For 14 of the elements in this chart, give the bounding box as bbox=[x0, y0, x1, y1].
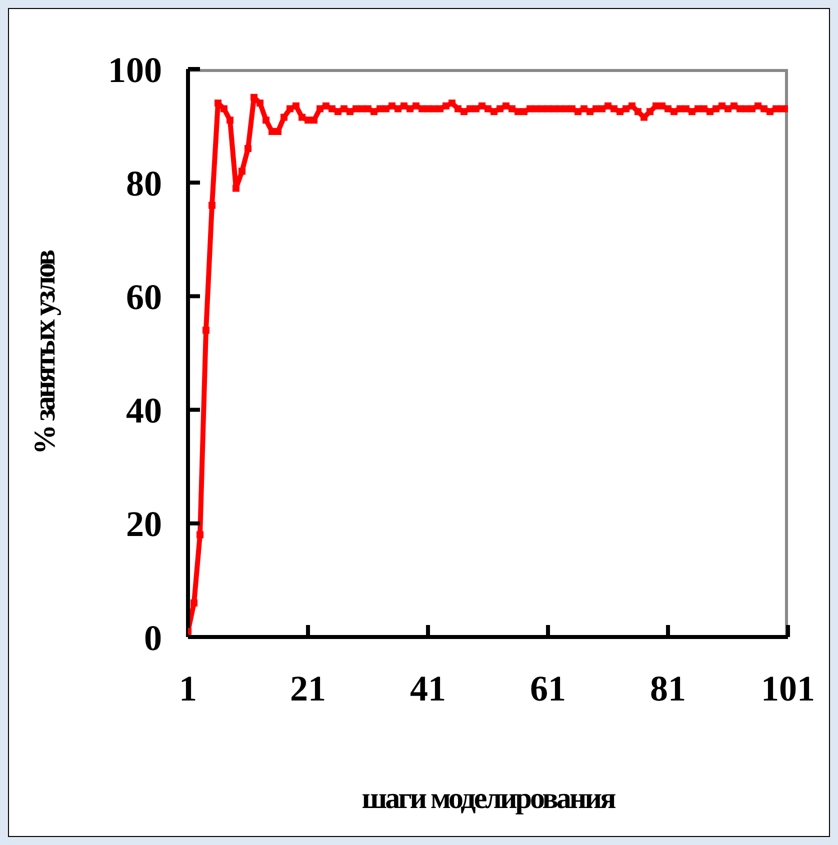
y-tick-label: 80 bbox=[126, 163, 162, 204]
x-tick-label: 81 bbox=[650, 668, 686, 709]
y-tick-label: 20 bbox=[126, 504, 162, 544]
x-axis-title: шаги моделирования bbox=[362, 782, 616, 815]
y-tick-label: 0 bbox=[144, 618, 162, 658]
x-tick-label: 61 bbox=[530, 668, 566, 709]
x-tick-label: 41 bbox=[410, 668, 446, 709]
y-tick-label: 40 bbox=[126, 390, 162, 431]
y-axis-title: % занятых узлов bbox=[28, 250, 62, 455]
y-tick-label: 100 bbox=[108, 50, 162, 90]
y-tick-label: 60 bbox=[126, 276, 162, 317]
x-tick-label: 21 bbox=[290, 668, 326, 709]
x-tick-label: 1 bbox=[179, 668, 197, 709]
x-tick-label: 101 bbox=[761, 668, 815, 709]
